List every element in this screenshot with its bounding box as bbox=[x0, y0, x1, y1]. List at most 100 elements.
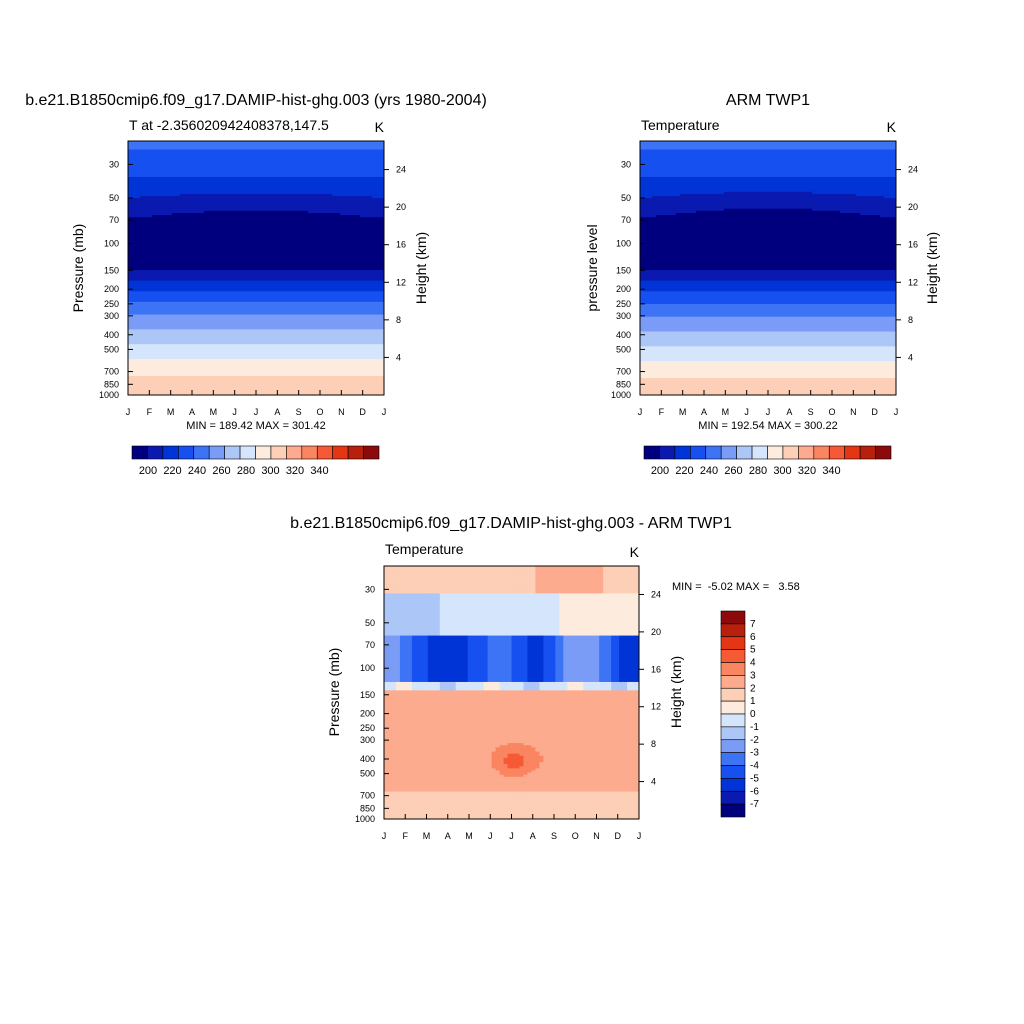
contour-cell bbox=[260, 149, 265, 153]
contour-cell bbox=[236, 166, 241, 170]
contour-cell bbox=[376, 289, 381, 292]
contour-cell bbox=[276, 251, 281, 254]
contour-cell bbox=[276, 196, 281, 199]
contour-cell bbox=[336, 236, 341, 239]
contour-cell bbox=[380, 160, 384, 163]
contour-cell bbox=[264, 236, 269, 239]
contour-cell bbox=[140, 172, 145, 176]
contour-cell bbox=[172, 172, 177, 176]
contour-cell bbox=[372, 215, 377, 218]
contour-cell bbox=[212, 179, 217, 182]
contour-cell bbox=[180, 151, 185, 155]
contour-cell bbox=[232, 238, 237, 242]
contour-cell bbox=[344, 301, 349, 305]
contour-cell bbox=[152, 223, 157, 227]
contour-cell bbox=[352, 261, 357, 265]
contour-cell bbox=[276, 293, 281, 297]
contour-cell bbox=[360, 145, 365, 148]
contour-cell bbox=[368, 280, 373, 284]
contour-cell bbox=[228, 196, 233, 199]
contour-cell bbox=[284, 145, 289, 148]
contour-cell bbox=[336, 223, 341, 227]
contour-cell bbox=[352, 196, 357, 199]
contour-cell bbox=[332, 189, 337, 193]
contour-cell bbox=[172, 263, 177, 267]
contour-cell bbox=[252, 162, 257, 165]
contour-cell bbox=[184, 206, 189, 210]
contour-cell bbox=[336, 217, 341, 220]
contour-cell bbox=[208, 223, 213, 227]
contour-cell bbox=[332, 200, 337, 203]
contour-cell bbox=[244, 293, 249, 297]
contour-cell bbox=[304, 168, 309, 172]
contour-cell bbox=[192, 299, 197, 303]
contour-cell bbox=[364, 270, 369, 273]
contour-cell bbox=[280, 157, 285, 161]
contour-cell bbox=[284, 166, 289, 170]
contour-cell bbox=[304, 170, 309, 174]
contour-cell bbox=[364, 179, 369, 182]
contour-cell bbox=[344, 229, 349, 233]
contour-cell bbox=[184, 168, 189, 172]
contour-cell bbox=[244, 236, 249, 239]
contour-cell bbox=[272, 229, 277, 233]
contour-cell bbox=[184, 291, 189, 294]
contour-cell bbox=[244, 189, 249, 193]
contour-cell bbox=[208, 246, 213, 250]
contour-cell bbox=[340, 160, 345, 163]
contour-cell bbox=[380, 221, 384, 225]
contour-cell bbox=[164, 179, 169, 182]
contour-cell bbox=[140, 295, 145, 299]
contour-cell bbox=[328, 181, 333, 184]
contour-cell bbox=[256, 202, 261, 206]
contour-cell bbox=[308, 276, 313, 280]
contour-cell bbox=[284, 242, 289, 246]
contour-cell bbox=[236, 160, 241, 163]
contour-cell bbox=[220, 153, 225, 157]
contour-cell bbox=[340, 234, 345, 237]
contour-cell bbox=[212, 289, 217, 292]
contour-cell bbox=[260, 253, 265, 256]
contour-cell bbox=[300, 289, 305, 292]
contour-cell bbox=[300, 196, 305, 199]
contour-cell bbox=[376, 162, 381, 165]
contour-cell bbox=[196, 221, 201, 225]
contour-cell bbox=[340, 232, 345, 235]
contour-cell bbox=[156, 261, 161, 265]
contour-cell bbox=[312, 293, 317, 297]
contour-cell bbox=[372, 293, 377, 297]
contour-cell bbox=[300, 145, 305, 148]
contour-cell bbox=[344, 282, 349, 286]
contour-cell bbox=[292, 162, 297, 165]
contour-cell bbox=[372, 248, 377, 252]
contour-cell bbox=[204, 225, 209, 229]
contour-cell bbox=[208, 149, 213, 153]
contour-cell bbox=[156, 187, 161, 191]
contour-cell bbox=[276, 179, 281, 182]
contour-cell bbox=[300, 282, 305, 286]
contour-cell bbox=[356, 236, 361, 239]
contour-cell bbox=[364, 244, 369, 248]
contour-cell bbox=[284, 198, 289, 201]
contour-cell bbox=[228, 162, 233, 165]
contour-cell bbox=[264, 221, 269, 225]
contour-cell bbox=[224, 263, 229, 267]
contour-cell bbox=[284, 263, 289, 267]
contour-cell bbox=[360, 299, 365, 303]
contour-cell bbox=[272, 187, 277, 191]
contour-cell bbox=[156, 183, 161, 187]
contour-cell bbox=[196, 198, 201, 201]
contour-cell bbox=[152, 227, 157, 231]
contour-cell bbox=[248, 270, 253, 273]
contour-cell bbox=[256, 181, 261, 184]
contour-cell bbox=[156, 168, 161, 172]
contour-cell bbox=[188, 291, 193, 294]
contour-cell bbox=[268, 212, 273, 216]
contour-cell bbox=[376, 198, 381, 201]
contour-cell bbox=[272, 193, 277, 197]
contour-cell bbox=[296, 246, 301, 250]
contour-cell bbox=[152, 225, 157, 229]
contour-cell bbox=[148, 242, 153, 246]
contour-cell bbox=[216, 187, 221, 191]
contour-cell bbox=[292, 291, 297, 294]
